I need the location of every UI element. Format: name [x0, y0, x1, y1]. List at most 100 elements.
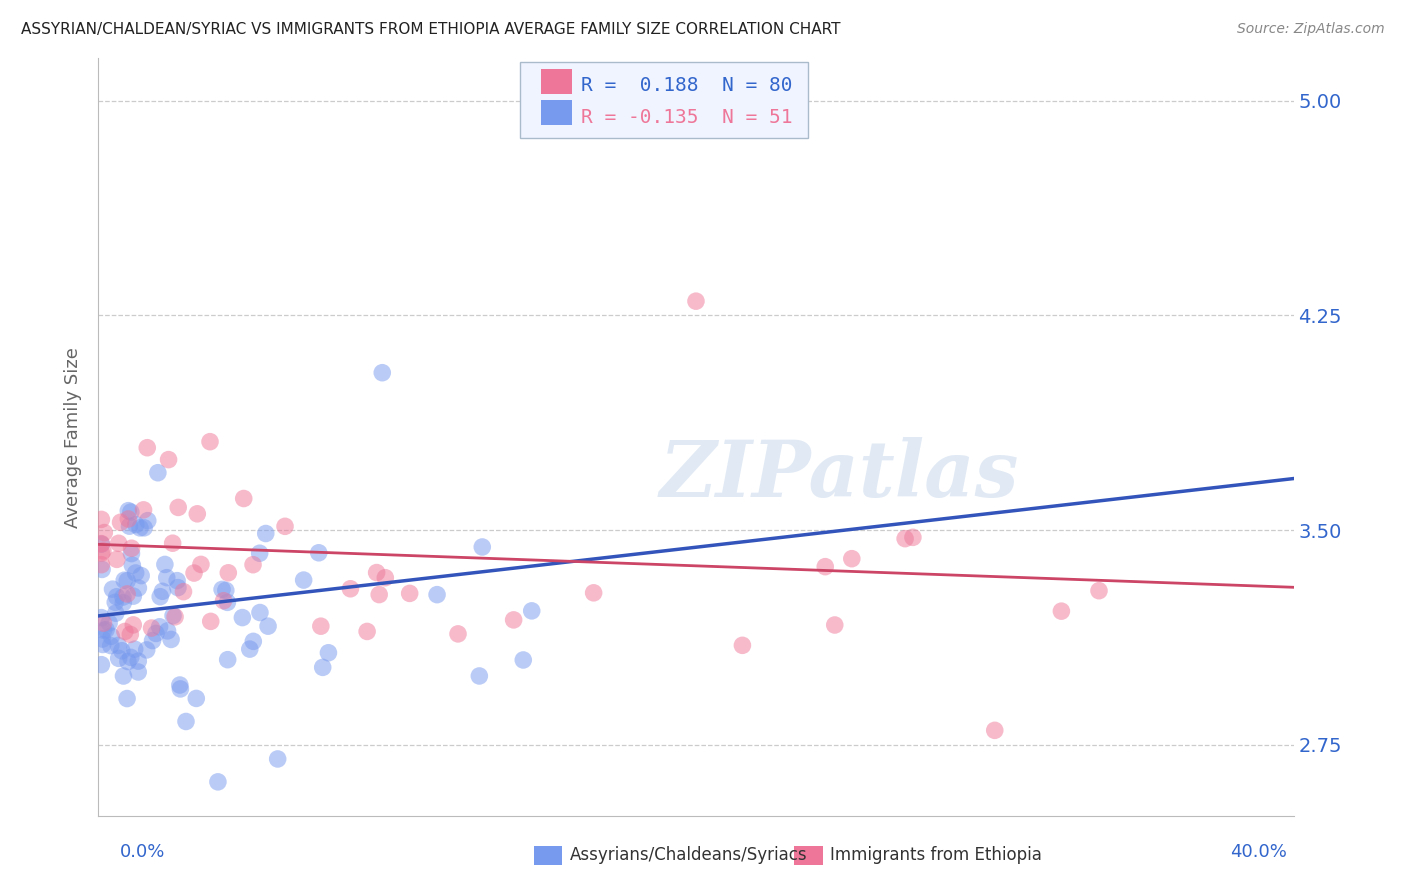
- Point: [156, 624, 179, 638]
- Point: [153, 558, 176, 572]
- Point: [166, 574, 188, 588]
- Point: [115, 691, 138, 706]
- Point: [121, 547, 143, 561]
- Point: [211, 582, 233, 597]
- Point: [107, 639, 129, 653]
- Point: [93, 623, 115, 637]
- Point: [121, 558, 143, 573]
- Point: [112, 669, 135, 683]
- Point: [91, 632, 114, 646]
- Point: [134, 521, 156, 535]
- Point: [146, 466, 169, 480]
- Point: [368, 588, 391, 602]
- Point: [112, 574, 135, 588]
- Point: [1088, 583, 1111, 598]
- Point: [94, 623, 117, 637]
- Point: [91, 562, 114, 576]
- Point: [156, 571, 179, 585]
- Point: [215, 583, 238, 598]
- Point: [366, 566, 388, 580]
- Point: [173, 584, 195, 599]
- Point: [114, 624, 136, 639]
- Point: [162, 608, 184, 623]
- Point: [90, 537, 112, 551]
- Point: [115, 587, 138, 601]
- Point: [117, 655, 139, 669]
- Point: [471, 540, 494, 554]
- Point: [118, 519, 141, 533]
- Point: [186, 507, 208, 521]
- Point: [167, 500, 190, 515]
- Point: [117, 574, 139, 588]
- Text: Source: ZipAtlas.com: Source: ZipAtlas.com: [1237, 22, 1385, 37]
- Point: [127, 654, 149, 668]
- Point: [122, 589, 145, 603]
- Text: R = -0.135  N = 51: R = -0.135 N = 51: [581, 108, 792, 128]
- Point: [398, 586, 420, 600]
- Point: [274, 519, 297, 533]
- Point: [239, 642, 262, 657]
- Point: [169, 681, 191, 696]
- Point: [217, 595, 239, 609]
- Text: R =  0.188  N = 80: R = 0.188 N = 80: [581, 76, 792, 95]
- Point: [107, 651, 129, 665]
- Point: [267, 752, 290, 766]
- Text: 0.0%: 0.0%: [120, 843, 165, 861]
- Point: [148, 620, 170, 634]
- Point: [141, 621, 163, 635]
- Point: [90, 546, 112, 560]
- Point: [141, 633, 163, 648]
- Point: [520, 604, 543, 618]
- Point: [292, 573, 315, 587]
- Point: [824, 618, 846, 632]
- Point: [120, 627, 142, 641]
- Point: [105, 552, 128, 566]
- Point: [127, 581, 149, 595]
- Point: [129, 568, 152, 582]
- Point: [132, 503, 155, 517]
- Point: [242, 634, 264, 648]
- Point: [104, 595, 127, 609]
- Point: [165, 609, 187, 624]
- Point: [1050, 604, 1073, 618]
- Point: [183, 566, 205, 580]
- Point: [502, 613, 524, 627]
- Point: [157, 452, 180, 467]
- Point: [512, 653, 534, 667]
- Point: [312, 660, 335, 674]
- Point: [105, 590, 128, 604]
- Point: [104, 606, 127, 620]
- Point: [249, 546, 271, 560]
- Point: [894, 532, 917, 546]
- Point: [731, 638, 754, 652]
- Point: [149, 590, 172, 604]
- Point: [107, 536, 129, 550]
- Point: [136, 514, 159, 528]
- Point: [100, 629, 122, 643]
- Point: [162, 536, 184, 550]
- Point: [242, 558, 264, 572]
- Point: [125, 517, 148, 532]
- Point: [217, 566, 239, 580]
- Point: [111, 590, 134, 604]
- Point: [98, 615, 121, 630]
- Point: [254, 526, 277, 541]
- Point: [232, 491, 254, 506]
- Point: [167, 581, 190, 595]
- Point: [186, 691, 208, 706]
- Point: [90, 536, 112, 550]
- Text: Immigrants from Ethiopia: Immigrants from Ethiopia: [830, 846, 1042, 863]
- Point: [112, 596, 135, 610]
- Point: [426, 588, 449, 602]
- Point: [90, 610, 112, 624]
- Point: [91, 544, 114, 558]
- Point: [901, 530, 924, 544]
- Point: [121, 541, 143, 556]
- Point: [100, 639, 122, 653]
- Point: [152, 584, 174, 599]
- Point: [136, 441, 159, 455]
- Point: [120, 505, 142, 519]
- Point: [217, 653, 239, 667]
- Point: [249, 606, 271, 620]
- Text: Assyrians/Chaldeans/Syriacs: Assyrians/Chaldeans/Syriacs: [569, 846, 807, 863]
